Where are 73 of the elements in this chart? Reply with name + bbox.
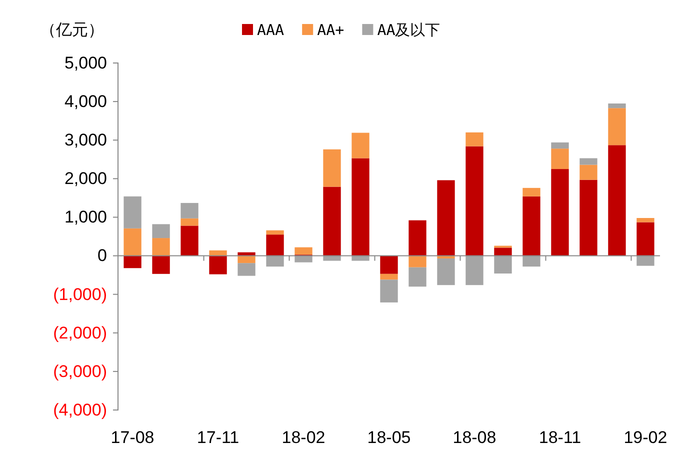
bar bbox=[152, 238, 170, 256]
x-tick-label: 18-02 bbox=[282, 428, 326, 447]
y-tick-label: 5,000 bbox=[64, 53, 107, 72]
bar bbox=[608, 108, 626, 146]
bar bbox=[608, 145, 626, 256]
bar bbox=[352, 132, 370, 158]
bar bbox=[323, 256, 341, 261]
x-tick-label: 18-11 bbox=[538, 428, 582, 447]
bar bbox=[323, 149, 341, 187]
bar bbox=[380, 274, 398, 280]
y-tick-label: (4,000) bbox=[53, 400, 107, 420]
y-tick-label: 0 bbox=[98, 246, 107, 266]
bar bbox=[494, 256, 512, 274]
bar bbox=[608, 103, 626, 108]
y-axis-title: （亿元） bbox=[40, 22, 104, 39]
bar bbox=[580, 180, 598, 256]
bar bbox=[522, 188, 540, 196]
legend-label: AAA bbox=[257, 21, 284, 39]
bar bbox=[180, 218, 198, 226]
bar bbox=[294, 247, 312, 255]
bar bbox=[380, 280, 398, 302]
bar bbox=[636, 218, 654, 222]
bar bbox=[580, 164, 598, 180]
y-tick-label: 2,000 bbox=[64, 169, 107, 188]
bar bbox=[323, 186, 341, 256]
y-tick-label: 1,000 bbox=[64, 208, 107, 227]
bar bbox=[522, 196, 540, 256]
bar bbox=[580, 158, 598, 165]
bar bbox=[180, 226, 198, 256]
bar bbox=[551, 142, 569, 149]
bar bbox=[466, 256, 484, 286]
bar bbox=[294, 256, 312, 262]
bar bbox=[266, 234, 284, 256]
bar bbox=[437, 180, 455, 256]
y-tick-label: (1,000) bbox=[53, 284, 107, 304]
bar bbox=[352, 158, 370, 256]
bar bbox=[209, 256, 227, 274]
x-tick-label: 17-08 bbox=[110, 428, 154, 447]
x-tick-label: 19-02 bbox=[624, 428, 668, 447]
bar bbox=[551, 148, 569, 170]
bar bbox=[551, 169, 569, 256]
bar bbox=[209, 250, 227, 256]
x-tick-label: 18-05 bbox=[367, 428, 411, 447]
legend-label: AA及以下 bbox=[377, 21, 440, 39]
bar bbox=[238, 256, 256, 264]
bar bbox=[124, 228, 142, 256]
y-tick-label: 4,000 bbox=[64, 92, 107, 111]
bar bbox=[636, 222, 654, 256]
bar bbox=[636, 256, 654, 266]
bar bbox=[380, 256, 398, 274]
bar bbox=[124, 196, 142, 228]
x-tick-label: 17-11 bbox=[196, 428, 240, 447]
bar bbox=[152, 256, 170, 274]
legend-label: AA+ bbox=[317, 21, 344, 39]
y-tick-label: (3,000) bbox=[53, 362, 107, 381]
y-tick-label: (2,000) bbox=[53, 323, 107, 342]
bar bbox=[466, 132, 484, 146]
bar bbox=[238, 263, 256, 276]
bar bbox=[437, 258, 455, 286]
bar bbox=[152, 224, 170, 238]
bar bbox=[408, 267, 426, 287]
x-tick-label: 18-08 bbox=[452, 428, 496, 447]
bar bbox=[180, 202, 198, 218]
bar bbox=[124, 256, 142, 268]
bar bbox=[494, 248, 512, 256]
bar bbox=[408, 256, 426, 268]
bar bbox=[352, 256, 370, 261]
bar bbox=[266, 230, 284, 235]
bar bbox=[266, 256, 284, 267]
bar bbox=[466, 146, 484, 256]
bar bbox=[522, 256, 540, 267]
y-tick-label: 3,000 bbox=[64, 130, 107, 150]
bar bbox=[408, 220, 426, 256]
